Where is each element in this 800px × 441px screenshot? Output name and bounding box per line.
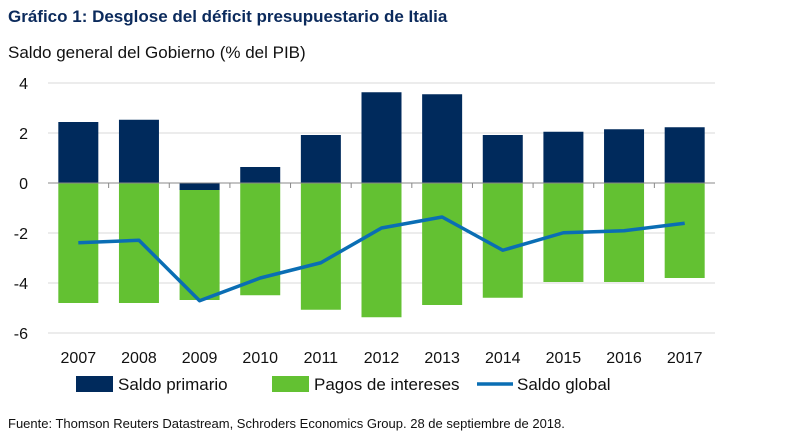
y-tick-label: 4 xyxy=(19,76,28,93)
bar-saldo-primario xyxy=(58,122,99,183)
x-tick-label: 2014 xyxy=(485,350,521,367)
y-tick-label: -6 xyxy=(14,326,28,343)
bar-saldo-primario xyxy=(482,135,523,183)
bar-pagos-de-intereses xyxy=(118,183,159,303)
chart-title: Gráfico 1: Desglose del déficit presupue… xyxy=(8,7,448,26)
x-tick-label: 2008 xyxy=(121,350,157,367)
bar-saldo-primario xyxy=(361,92,402,183)
legend-label: Saldo primario xyxy=(118,375,228,394)
legend-swatch xyxy=(76,376,113,392)
bar-saldo-primario xyxy=(604,129,645,183)
y-tick-label: 2 xyxy=(19,126,28,143)
x-tick-label: 2017 xyxy=(667,350,703,367)
x-tick-label: 2012 xyxy=(364,350,400,367)
x-tick-label: 2015 xyxy=(546,350,582,367)
bar-saldo-primario xyxy=(300,135,341,183)
bar-pagos-de-intereses xyxy=(300,183,341,310)
bar-pagos-de-intereses xyxy=(422,183,463,305)
x-tick-label: 2010 xyxy=(242,350,278,367)
y-axis-label: Saldo general del Gobierno (% del PIB) xyxy=(8,43,306,62)
bar-saldo-primario xyxy=(422,94,463,183)
x-tick-label: 2009 xyxy=(182,350,218,367)
y-tick-label: -2 xyxy=(14,226,28,243)
bar-pagos-de-intereses xyxy=(361,183,402,318)
x-tick-label: 2013 xyxy=(424,350,460,367)
bar-saldo-primario xyxy=(118,119,159,183)
bar-saldo-primario xyxy=(543,131,584,183)
x-tick-label: 2007 xyxy=(61,350,97,367)
x-tick-label: 2016 xyxy=(606,350,642,367)
bar-pagos-de-intereses xyxy=(482,183,523,298)
bar-saldo-primario xyxy=(664,127,705,183)
bar-saldo-primario xyxy=(179,183,220,190)
bar-pagos-de-intereses xyxy=(179,190,220,300)
x-tick-label: 2011 xyxy=(304,350,339,367)
source-note: Fuente: Thomson Reuters Datastream, Schr… xyxy=(8,416,565,431)
bar-saldo-primario xyxy=(240,167,281,183)
legend-swatch xyxy=(272,376,309,392)
bar-pagos-de-intereses xyxy=(664,183,705,278)
legend-label: Saldo global xyxy=(517,375,611,394)
y-tick-label: 0 xyxy=(19,176,28,193)
legend-label: Pagos de intereses xyxy=(314,375,460,394)
y-tick-label: -4 xyxy=(14,276,28,293)
